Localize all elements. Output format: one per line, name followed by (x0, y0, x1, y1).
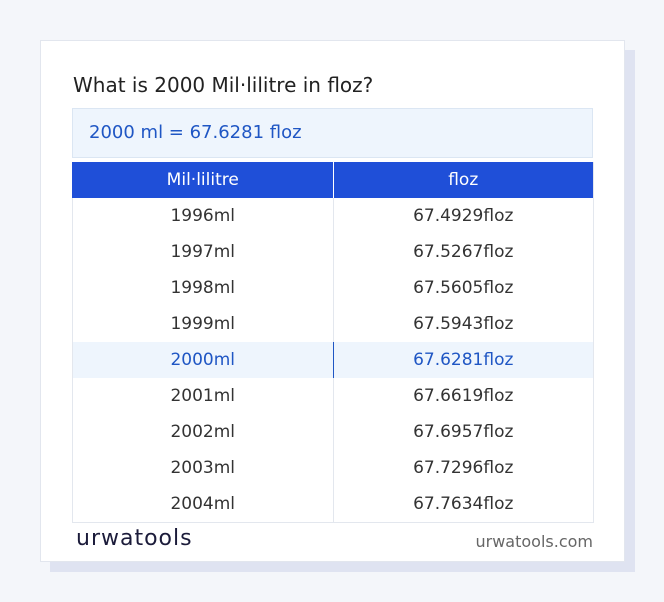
table-cell: 2001ml (72, 378, 333, 414)
table-cell: 1999ml (72, 306, 333, 342)
table-row: 1997ml 67.5267floz (72, 234, 594, 270)
table-cell: 1997ml (72, 234, 333, 270)
table-row: 2000ml 67.6281floz (72, 342, 594, 378)
table-row: 2001ml 67.6619floz (72, 378, 594, 414)
title: What is 2000 Mil·lilitre in floz? (73, 73, 374, 97)
table-row: 1999ml 67.5943floz (72, 306, 594, 342)
table-row: 1998ml 67.5605floz (72, 270, 594, 306)
table-cell: 67.5943floz (332, 306, 594, 342)
column-header: floz (332, 162, 594, 198)
card: What is 2000 Mil·lilitre in floz? 2000 m… (40, 40, 625, 562)
table-cell: 67.6619floz (332, 378, 594, 414)
table-row: 2002ml 67.6957floz (72, 414, 594, 450)
table: Mil·lilitre floz 1996ml 67.4929floz 1997ml 67… (72, 162, 594, 523)
table-cell: 2002ml (72, 414, 333, 450)
table-cell: 67.4929floz (332, 198, 594, 234)
column-header: Mil·lilitre (72, 162, 333, 198)
site-link[interactable]: urwatools.com (475, 532, 594, 551)
table-row: 2004ml 67.7634floz (72, 486, 594, 523)
table-cell: 2003ml (72, 450, 333, 486)
table-cell: 67.7296floz (332, 450, 594, 486)
table-cell: 2000ml (72, 342, 333, 378)
logo[interactable]: urwatools (76, 526, 193, 551)
table-cell: 1998ml (72, 270, 333, 306)
table-cell: 67.5605floz (332, 270, 594, 306)
table-cell: 67.6281floz (332, 342, 594, 378)
table-cell: 67.6957floz (332, 414, 594, 450)
table-cell: 1996ml (72, 198, 333, 234)
table-row: 1996ml 67.4929floz (72, 198, 594, 234)
table-row: 2003ml 67.7296floz (72, 450, 594, 486)
table-cell: 2004ml (72, 486, 333, 522)
table-cell: 67.5267floz (332, 234, 594, 270)
table-cell: 67.7634floz (332, 486, 594, 522)
table-header: Mil·lilitre floz (72, 162, 594, 198)
result: 2000 ml = 67.6281 floz (72, 108, 593, 158)
